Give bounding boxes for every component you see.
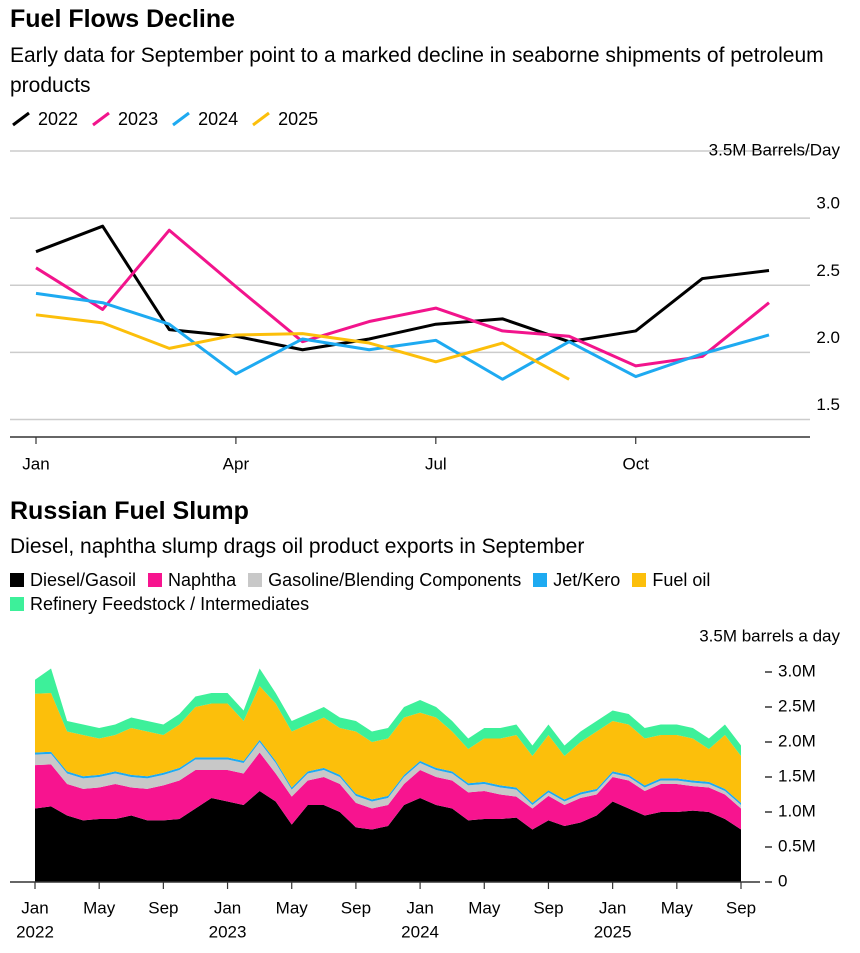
y-tick-label: 2.5 [816, 261, 840, 280]
x-tick-label: Sep [726, 898, 756, 917]
legend-label: 2023 [118, 109, 159, 129]
legend-item: Refinery Feedstock / Intermediates [10, 592, 309, 616]
legend-label: Naphtha [168, 570, 237, 590]
legend-label: Diesel/Gasoil [30, 570, 137, 590]
x-tick-label: Jan [21, 898, 48, 917]
legend-line [252, 111, 271, 127]
x-group-label: 2024 [401, 922, 439, 941]
x-tick-label: Jul [425, 454, 447, 473]
legend-line [92, 111, 110, 127]
series-line [35, 313, 570, 381]
x-tick-label: Sep [148, 898, 178, 917]
series-line [35, 228, 770, 368]
y-tick-label: 1.5M [778, 766, 816, 785]
chart-title: Russian Fuel Slump [10, 497, 249, 525]
legend: Diesel/Gasoil Naphtha Gasoline/Blending Co… [10, 568, 810, 616]
y-tick-label: 1.0M [778, 801, 816, 820]
x-tick-label: May [276, 898, 309, 917]
legend-swatch [10, 597, 24, 611]
y-axis-unit-label: 3.5M barrels a day [699, 626, 840, 645]
legend-swatch [533, 573, 548, 587]
y-tick-label: 2.0M [778, 731, 816, 750]
legend-swatch [248, 573, 263, 587]
x-tick-label: Oct [623, 454, 650, 473]
legend-item: 2024 [170, 107, 238, 131]
y-tick-label: 3.0 [816, 194, 840, 213]
chart-title: Fuel Flows Decline [10, 5, 236, 33]
legend-label: Fuel oil [652, 570, 711, 590]
legend-item: Gasoline/Blending Components [248, 568, 521, 592]
legend-line [172, 111, 190, 127]
y-tick-label: 3.0M [778, 661, 816, 680]
legend-item: Jet/Kero [533, 568, 620, 592]
legend: 2022 2023 2024 2025 [10, 107, 810, 131]
y-tick-label: 1.5 [816, 395, 840, 414]
x-tick-label: May [83, 898, 116, 917]
y-tick-label: 2.5M [778, 696, 816, 715]
legend-label: 2025 [278, 109, 319, 129]
y-tick-label: 0 [778, 871, 787, 890]
x-tick-label: Jan [22, 454, 49, 473]
x-tick-label: Sep [533, 898, 563, 917]
legend-label: Refinery Feedstock / Intermediates [30, 594, 310, 614]
legend-swatch [172, 111, 190, 127]
x-tick-label: May [468, 898, 501, 917]
legend-swatch [148, 573, 163, 587]
legend-label: 2022 [38, 109, 79, 129]
x-group-label: 2022 [16, 922, 54, 941]
stacked-area [35, 668, 741, 756]
legend-line [12, 111, 30, 127]
legend-item: Diesel/Gasoil [10, 568, 136, 592]
legend-swatch [252, 111, 271, 127]
legend-item: Fuel oil [632, 568, 710, 592]
stacked-area [35, 742, 741, 809]
legend-item: Naphtha [148, 568, 236, 592]
series-line [35, 291, 770, 381]
stacked-area [35, 791, 741, 882]
x-tick-label: May [661, 898, 694, 917]
x-group-label: 2023 [209, 922, 247, 941]
legend-label: Gasoline/Blending Components [268, 570, 522, 590]
legend-item: 2025 [250, 107, 318, 131]
legend-label: Jet/Kero [553, 570, 621, 590]
stacked-area [35, 686, 741, 803]
x-group-label: 2025 [594, 922, 632, 941]
legend-swatch [92, 111, 110, 127]
x-tick-label: Jan [214, 898, 241, 917]
x-tick-label: Sep [341, 898, 371, 917]
y-tick-label: 2.0 [816, 328, 840, 347]
y-axis-unit-label: 3.5M Barrels/Day [709, 140, 841, 159]
x-tick-label: Apr [223, 454, 250, 473]
y-tick-label: 0.5M [778, 836, 816, 855]
legend-label: 2024 [198, 109, 239, 129]
legend-swatch [10, 573, 24, 587]
x-tick-label: Jan [599, 898, 626, 917]
legend-swatch [632, 573, 647, 587]
stacked-area [35, 752, 741, 830]
series-line [35, 224, 770, 352]
legend-item: 2023 [90, 107, 158, 131]
chart-subtitle: Early data for September point to a mark… [10, 44, 824, 97]
chart-subtitle: Diesel, naphtha slump drags oil product … [10, 535, 585, 558]
x-tick-label: Jan [406, 898, 433, 917]
legend-swatch [12, 111, 30, 127]
legend-item: 2022 [10, 107, 78, 131]
